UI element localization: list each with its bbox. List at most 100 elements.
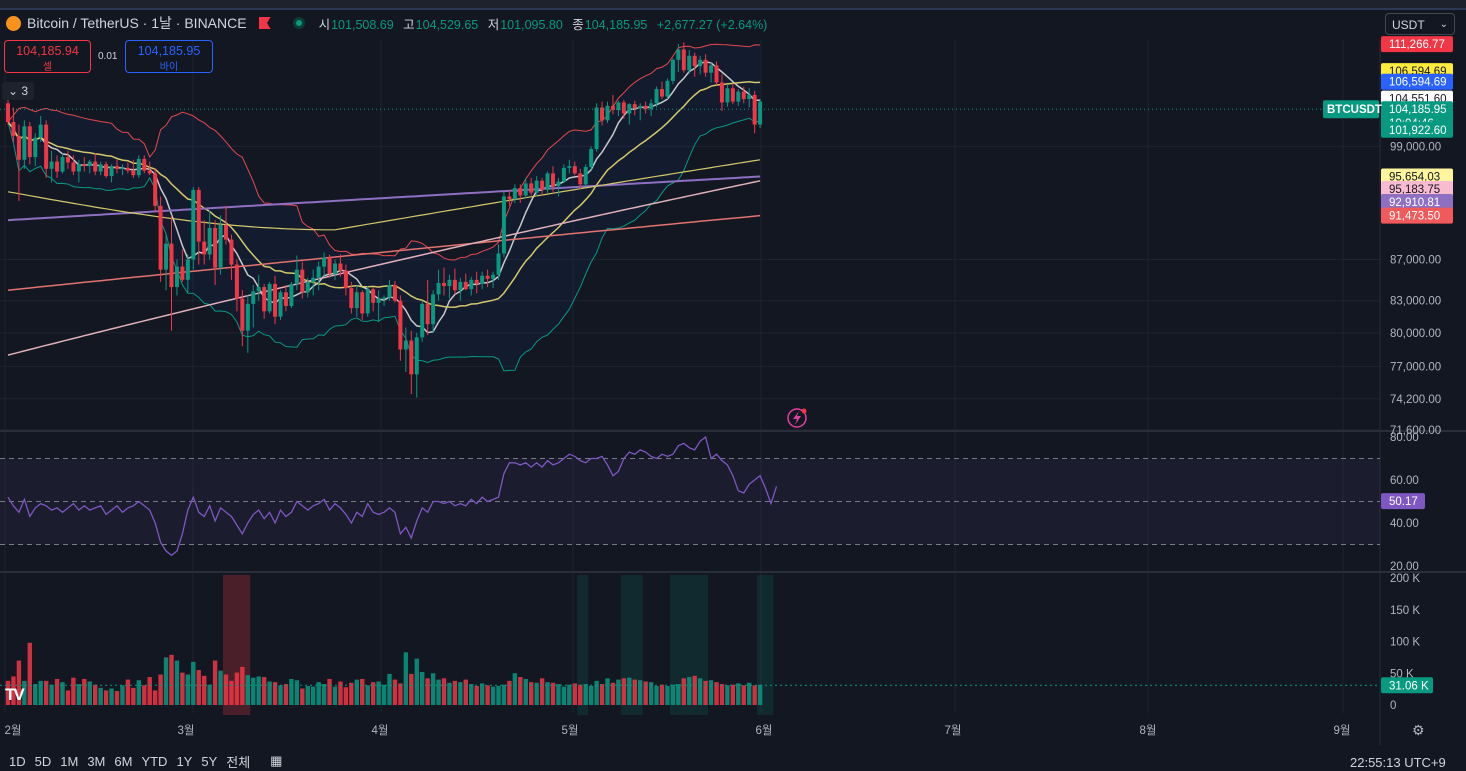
bollinger-lower-line: [7, 117, 761, 372]
volume-bar: [142, 685, 147, 705]
volume-bar: [632, 679, 637, 705]
tradingview-logo[interactable]: TV: [5, 685, 25, 704]
candle-body: [55, 161, 60, 172]
candle-body: [403, 340, 408, 350]
volume-bar: [300, 688, 305, 705]
volume-pane: 200 K 150 K 100 K 50 K 0 31.06 K: [0, 573, 1433, 715]
indicators-toggle[interactable]: ⌄ 3: [2, 82, 34, 100]
lightning-icon: [787, 408, 807, 428]
candle-body: [414, 337, 419, 375]
volume-bar: [343, 687, 349, 705]
volume-bar: [430, 673, 436, 705]
candle-body: [289, 283, 294, 306]
candle-body: [98, 164, 103, 172]
time-axis-label: 5월: [562, 724, 579, 737]
volume-bar: [588, 685, 594, 705]
sell-button[interactable]: 104,185.94 셀: [4, 40, 91, 73]
flag-icon[interactable]: [258, 17, 271, 29]
volume-bar: [294, 680, 300, 705]
candle-body: [267, 283, 272, 312]
symbol-header: Bitcoin / TetherUS · 1날 · BINANCE 시101,5…: [0, 11, 773, 35]
candle-body: [540, 180, 545, 190]
candle-body: [11, 122, 16, 136]
tf-3m[interactable]: 3M: [87, 753, 106, 769]
volume-bar: [60, 682, 65, 705]
lightning-icon-ring: [787, 408, 807, 428]
volume-bar: [147, 677, 152, 705]
volume-bar: [43, 680, 49, 705]
buy-button[interactable]: 104,185.95 바이: [125, 40, 213, 73]
candle-body: [224, 224, 228, 240]
volume-bar: [572, 683, 577, 705]
sma-50-line: [7, 159, 761, 231]
candle-body: [420, 303, 425, 338]
volume-bar: [180, 672, 185, 705]
candle-body: [174, 266, 179, 288]
candle-body: [349, 288, 354, 309]
volume-highlight: [620, 575, 643, 715]
volume-bar: [136, 680, 141, 705]
tf-6m[interactable]: 6M: [114, 753, 133, 769]
candle-body: [638, 105, 643, 109]
volume-bar: [370, 682, 376, 705]
candle-body: [294, 269, 299, 284]
volume-bar: [545, 682, 550, 705]
gear-icon[interactable]: ⚙: [1412, 722, 1425, 738]
candle-body: [207, 227, 212, 255]
candle-body: [251, 291, 256, 304]
candle-body: [392, 285, 397, 301]
volume-bar: [539, 678, 545, 705]
time-axis-label: 6월: [756, 724, 773, 737]
tf-all[interactable]: 전체: [226, 754, 251, 770]
volume-bar: [469, 684, 474, 705]
price-tag: [1381, 180, 1453, 197]
volume-bar: [719, 684, 725, 705]
buy-label: 바이: [159, 62, 179, 73]
symbol-title[interactable]: Bitcoin / TetherUS · 1날 · BINANCE: [27, 15, 247, 31]
candle-body: [387, 285, 392, 298]
candle-body: [741, 91, 746, 100]
candle-body: [22, 126, 27, 160]
candle-body: [681, 49, 686, 71]
volume-bar: [616, 679, 621, 705]
tf-5d[interactable]: 5D: [34, 753, 52, 769]
calendar-icon[interactable]: ▦: [270, 753, 283, 768]
close-value: 104,185.95: [584, 17, 648, 32]
price-tag: [1381, 121, 1453, 138]
volume-bar: [321, 684, 327, 705]
candle-body: [191, 189, 196, 260]
volume-bar: [103, 690, 109, 705]
tf-1m[interactable]: 1M: [60, 753, 79, 769]
volume-bar: [223, 674, 229, 705]
tf-1y[interactable]: 1Y: [176, 753, 193, 769]
volume-bar: [681, 678, 686, 705]
candle-body: [147, 170, 152, 174]
volume-bar: [65, 690, 71, 705]
volume-bar: [452, 680, 458, 705]
candle-body: [278, 292, 283, 317]
volume-bar: [349, 682, 354, 705]
volume-bar: [93, 684, 98, 705]
tf-1d[interactable]: 1D: [9, 753, 26, 769]
clock[interactable]: 22:55:13 UTC+9: [1350, 755, 1446, 770]
volume-bar: [33, 684, 38, 705]
volume-bar: [414, 658, 419, 705]
volume-bar: [256, 676, 261, 705]
candle-body: [665, 80, 670, 97]
tf-ytd[interactable]: YTD: [141, 753, 168, 769]
volume-bar: [82, 678, 87, 705]
volume-bar: [441, 678, 447, 705]
volume-bar: [670, 684, 676, 705]
volume-bar: [697, 678, 703, 705]
rsi-axis-label: 80.00: [1390, 432, 1419, 444]
tf-5y[interactable]: 5Y: [201, 753, 218, 769]
candle-body: [65, 157, 70, 163]
candle-body: [545, 173, 550, 190]
candle-body: [485, 275, 490, 279]
volume-bar: [665, 685, 670, 705]
volume-bar: [479, 683, 485, 705]
currency-select[interactable]: USDT ⌄: [1385, 13, 1455, 35]
candle-body: [501, 196, 506, 254]
low-label: 저: [487, 17, 500, 32]
